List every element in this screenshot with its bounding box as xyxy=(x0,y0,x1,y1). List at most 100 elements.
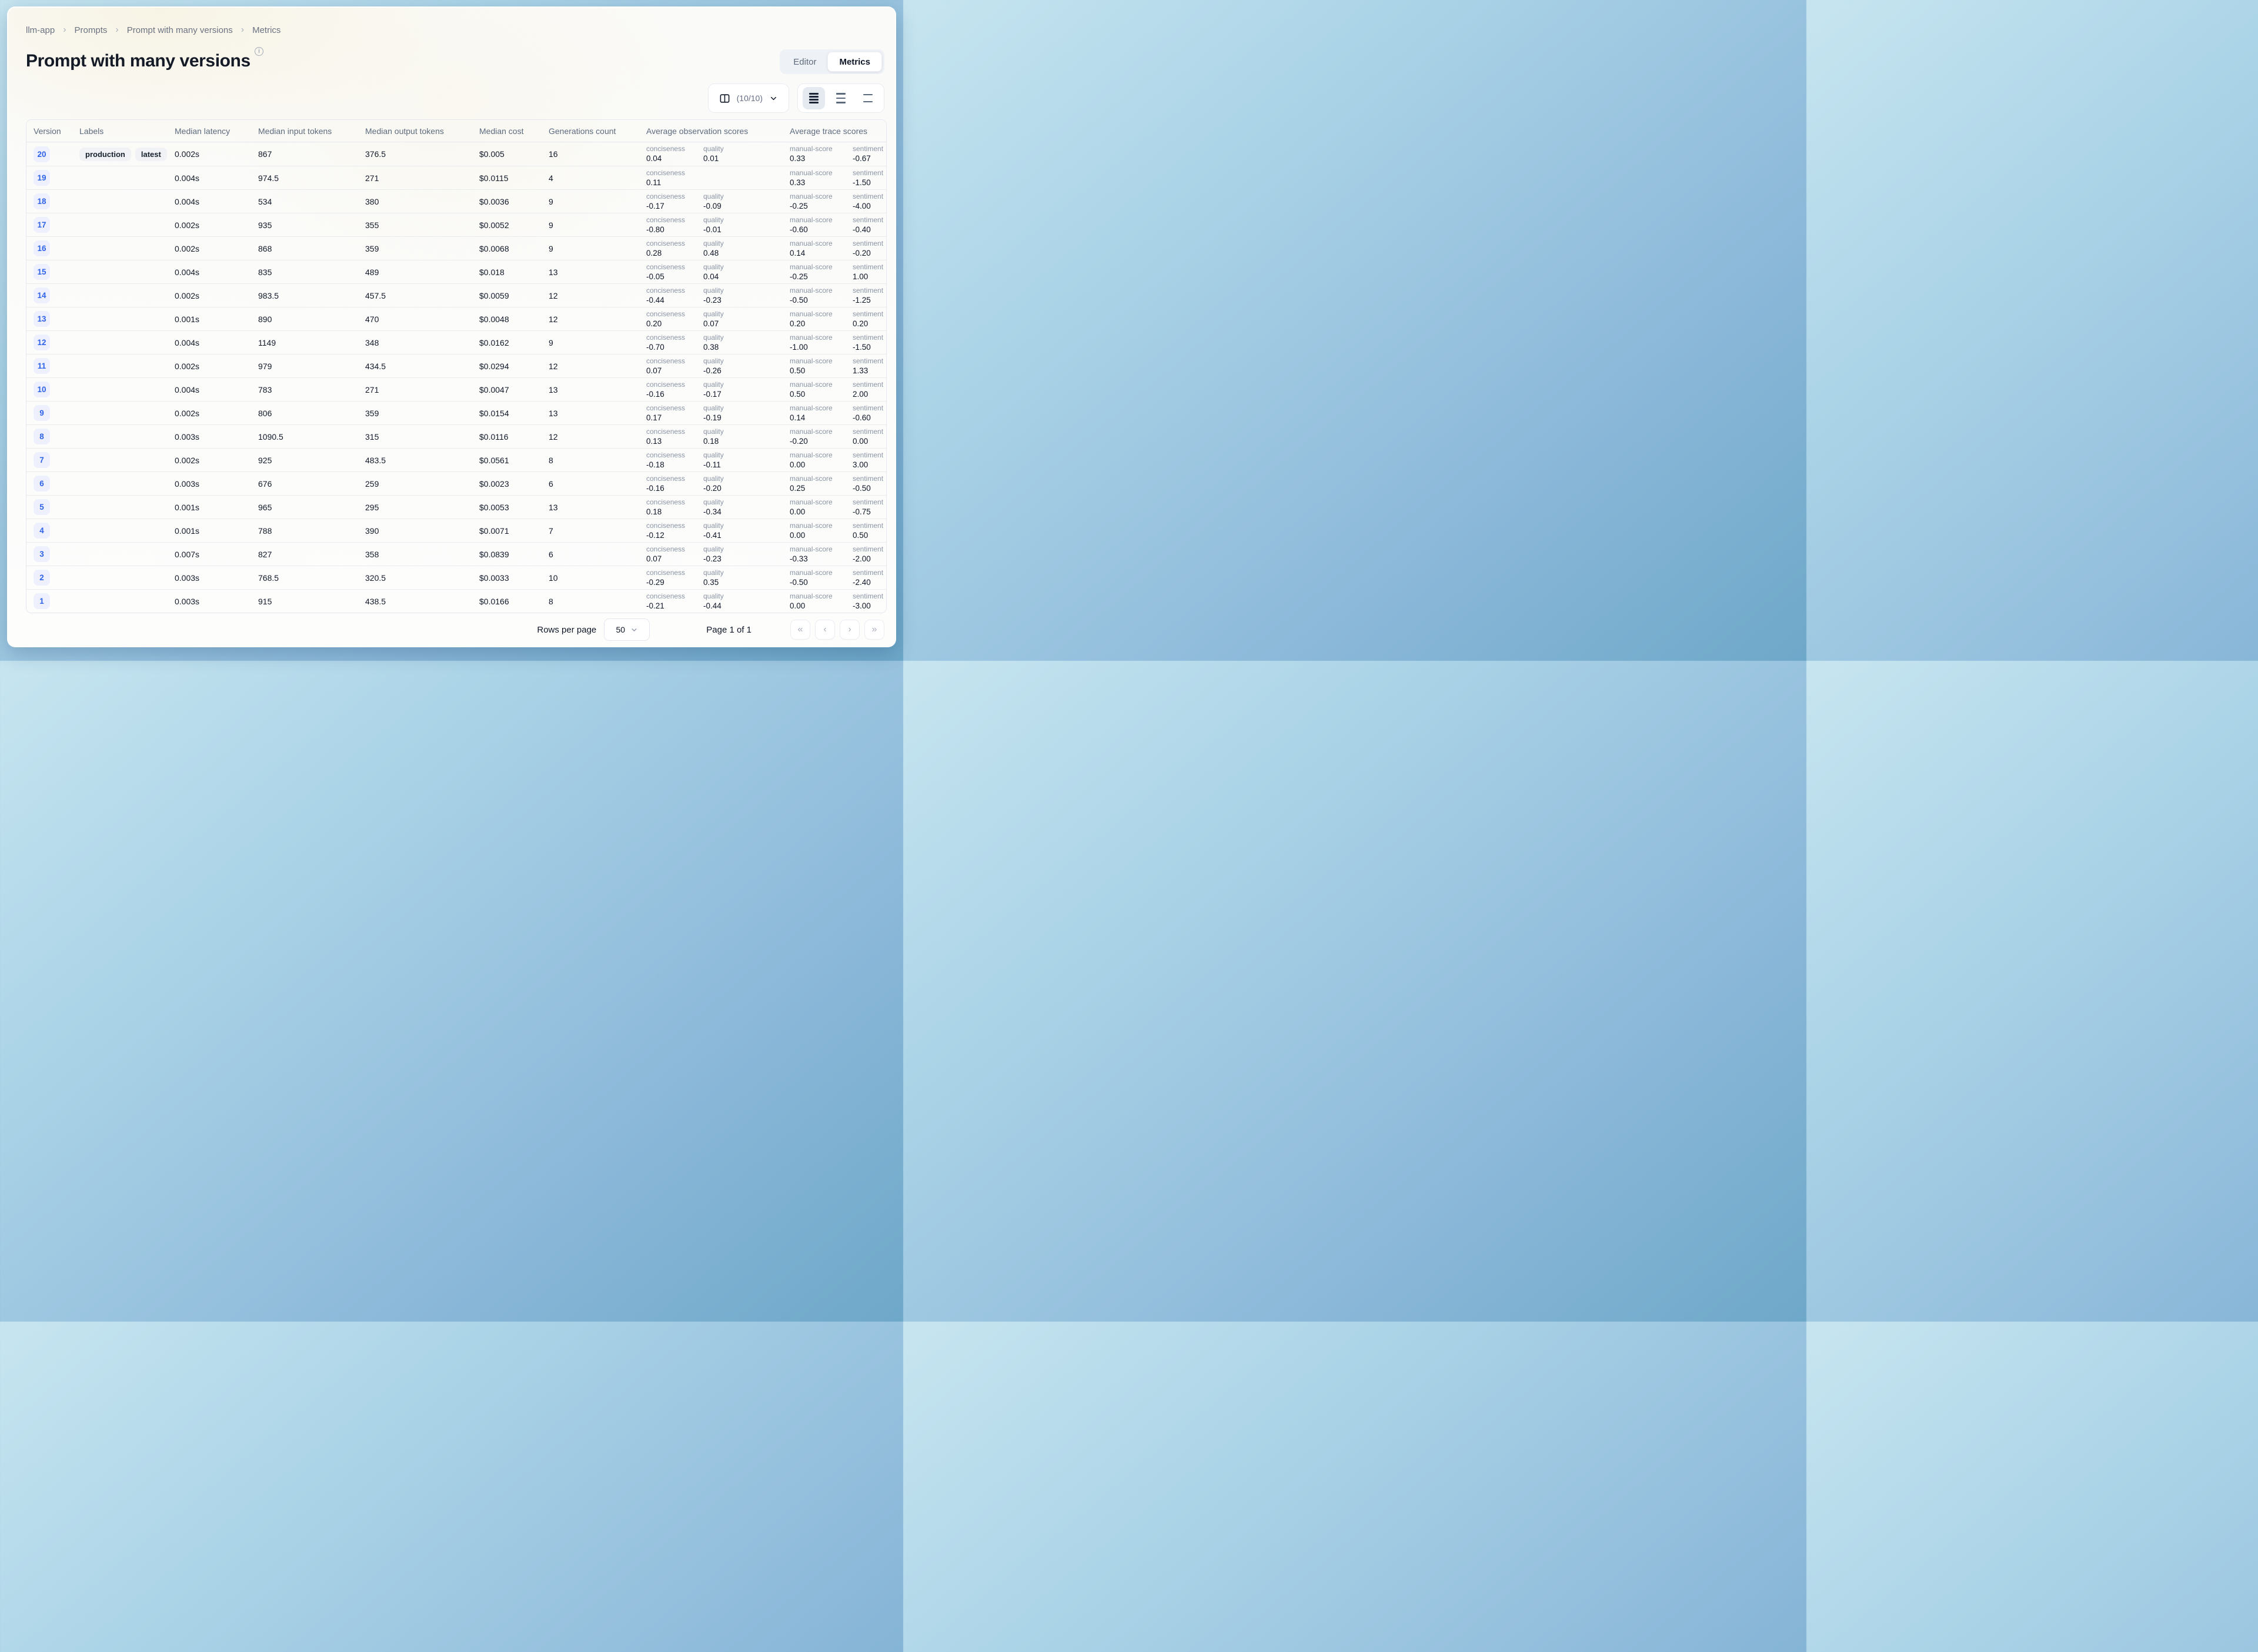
version-badge[interactable]: 20 xyxy=(34,146,50,162)
cell-version: 11 xyxy=(26,355,72,377)
row-height-small-button[interactable] xyxy=(803,87,825,109)
cell-labels xyxy=(72,213,168,236)
version-badge[interactable]: 8 xyxy=(34,429,50,444)
last-page-button[interactable]: » xyxy=(864,620,884,640)
cell-labels xyxy=(72,331,168,354)
cell-median-input-tokens: 890 xyxy=(258,314,272,324)
cell-generations-count: 16 xyxy=(549,149,558,159)
score-value: 0.00 xyxy=(790,530,806,540)
breadcrumb-prompts[interactable]: Prompts xyxy=(74,25,108,35)
score-label: conciseness xyxy=(646,474,686,483)
cell-score: manual-score 0.00 xyxy=(783,449,846,471)
score-value: -0.17 xyxy=(703,389,722,399)
cell-median-output-tokens: 359 xyxy=(365,243,379,253)
version-badge[interactable]: 18 xyxy=(34,193,50,209)
version-badge[interactable]: 5 xyxy=(34,499,50,515)
cell-score: conciseness 0.18 xyxy=(639,496,696,519)
cell-version: 7 xyxy=(26,449,72,471)
cell-median-cost: $0.005 xyxy=(479,149,505,159)
tab-metrics[interactable]: Metrics xyxy=(827,52,882,72)
score-value: 0.14 xyxy=(790,413,806,422)
score-value: 1.00 xyxy=(853,272,869,281)
score-value: 0.07 xyxy=(646,554,662,563)
cell-score: conciseness -0.70 xyxy=(639,331,696,354)
column-visibility-button[interactable]: (10/10) xyxy=(707,83,789,113)
version-badge[interactable]: 3 xyxy=(34,546,50,562)
row-height-large-button[interactable] xyxy=(857,87,879,109)
version-badge[interactable]: 12 xyxy=(34,335,50,350)
version-badge[interactable]: 14 xyxy=(34,287,50,303)
score-value: -0.23 xyxy=(703,554,722,563)
cell-median-input-tokens: 974.5 xyxy=(258,173,279,183)
cell-median-cost: $0.0052 xyxy=(479,220,509,230)
version-badge[interactable]: 4 xyxy=(34,523,50,539)
table-row: 12 0.004s 1149 348 $0.0162 9 conciseness -0.70 q… xyxy=(26,330,886,354)
cell-score: conciseness 0.11 xyxy=(639,166,696,189)
cell-labels xyxy=(72,378,168,401)
cell-labels xyxy=(72,519,168,542)
cell-generations-count: 13 xyxy=(549,502,558,512)
cell-labels xyxy=(72,284,168,307)
cell-score: manual-score 0.00 xyxy=(783,496,846,519)
cell-labels xyxy=(72,402,168,424)
version-badge[interactable]: 6 xyxy=(34,476,50,491)
version-badge[interactable]: 15 xyxy=(34,264,50,280)
cell-score: conciseness -0.16 xyxy=(639,378,696,401)
cell-labels xyxy=(72,590,168,613)
cell-median-cost: $0.0116 xyxy=(479,432,509,442)
table-row: 10 0.004s 783 271 $0.0047 13 conciseness -0.16 q… xyxy=(26,377,886,401)
breadcrumb: llm-app › Prompts › Prompt with many ver… xyxy=(26,25,884,35)
version-badge[interactable]: 9 xyxy=(34,405,50,421)
cell-labels xyxy=(72,496,168,519)
version-badge[interactable]: 17 xyxy=(34,217,50,233)
breadcrumb-prompt-name[interactable]: Prompt with many versions xyxy=(126,25,233,35)
version-badge[interactable]: 16 xyxy=(34,240,50,256)
score-label: conciseness xyxy=(646,262,686,271)
cell-score xyxy=(696,166,783,189)
version-badge[interactable]: 10 xyxy=(34,382,50,397)
cell-generations-count: 8 xyxy=(549,455,553,465)
cell-median-input-tokens: 965 xyxy=(258,502,272,512)
row-height-medium-button[interactable] xyxy=(830,87,852,109)
cell-median-output-tokens: 489 xyxy=(365,267,379,277)
previous-page-button[interactable]: ‹ xyxy=(815,620,835,640)
cell-median-input-tokens: 783 xyxy=(258,384,272,394)
cell-median-cost: $0.0053 xyxy=(479,502,509,512)
cell-score: quality -0.23 xyxy=(696,543,783,566)
score-label: conciseness xyxy=(646,450,686,459)
score-label: manual-score xyxy=(790,309,833,318)
version-badge[interactable]: 1 xyxy=(34,593,50,609)
version-badge[interactable]: 13 xyxy=(34,311,50,327)
score-value: 0.17 xyxy=(646,413,662,422)
score-value: -0.16 xyxy=(646,389,664,399)
info-icon[interactable]: i xyxy=(254,47,263,56)
cell-score: manual-score 0.00 xyxy=(783,519,846,542)
cell-generations-count: 12 xyxy=(549,314,558,324)
tab-editor[interactable]: Editor xyxy=(793,56,817,67)
cell-score: quality -0.11 xyxy=(696,449,783,471)
table-row: 13 0.001s 890 470 $0.0048 12 conciseness 0.20 qu… xyxy=(26,307,886,330)
version-badge[interactable]: 7 xyxy=(34,452,50,468)
cell-score: sentiment 0.50 xyxy=(846,519,886,542)
next-page-button[interactable]: › xyxy=(840,620,860,640)
cell-median-output-tokens: 390 xyxy=(365,526,379,536)
table-row: 19 0.004s 974.5 271 $0.0115 4 conciseness 0.11 m… xyxy=(26,166,886,189)
cell-median-cost: $0.0048 xyxy=(479,314,509,324)
score-value: 0.18 xyxy=(703,436,719,446)
cell-generations-count: 9 xyxy=(549,337,553,347)
version-badge[interactable]: 11 xyxy=(34,358,50,374)
cell-score: quality 0.07 xyxy=(696,307,783,330)
cell-score: conciseness -0.05 xyxy=(639,260,696,283)
cell-median-output-tokens: 483.5 xyxy=(365,455,386,465)
rows-per-page-select[interactable]: 50 xyxy=(604,618,650,641)
table-toolbar: (10/10) xyxy=(26,83,884,113)
table-row: 1 0.003s 915 438.5 $0.0166 8 conciseness -0.21 q… xyxy=(26,589,886,613)
version-badge[interactable]: 2 xyxy=(34,570,50,586)
score-label: quality xyxy=(703,427,724,436)
score-label: quality xyxy=(703,286,724,295)
table-row: 20 production latest 0.002s 867 376.5 $0.005 16… xyxy=(26,142,886,166)
first-page-button[interactable]: « xyxy=(790,620,810,640)
breadcrumb-project[interactable]: llm-app xyxy=(26,25,55,35)
version-badge[interactable]: 19 xyxy=(34,170,50,186)
score-label: sentiment xyxy=(853,497,884,506)
